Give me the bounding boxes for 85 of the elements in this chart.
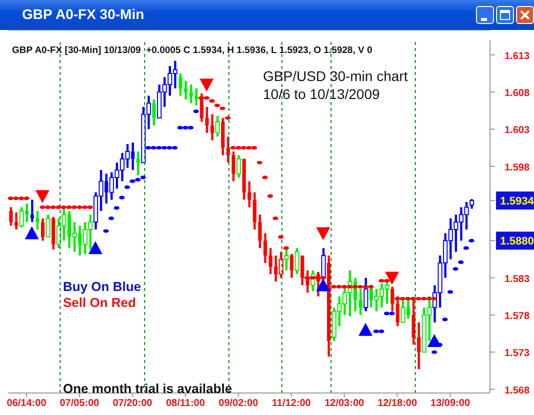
x-tick-label: 13/09:00 <box>430 398 470 410</box>
point <box>316 227 330 240</box>
point <box>156 146 162 150</box>
y-tick-label: 1.598 <box>504 162 530 174</box>
candlestick <box>9 206 13 227</box>
point <box>378 278 384 283</box>
point <box>368 284 374 289</box>
point <box>8 196 14 200</box>
candlestick <box>40 217 45 242</box>
point <box>362 284 368 289</box>
x-tick-label: 11/12:00 <box>272 398 312 410</box>
x-tick-label: 07/20:00 <box>112 398 153 410</box>
point <box>458 260 464 264</box>
point <box>60 205 66 210</box>
point <box>56 205 62 210</box>
point <box>358 322 373 336</box>
annotation: GBP/USD 30-min chart 10/6 to 10/13/2009 <box>263 68 408 103</box>
annotation: Buy On Blue <box>63 279 142 296</box>
point <box>88 241 102 254</box>
candlestick <box>236 154 242 179</box>
x-tick-label: 12/18:00 <box>378 398 418 410</box>
candlestick <box>248 180 252 208</box>
annotation: Sell On Red <box>63 295 136 312</box>
candlestick <box>30 198 34 224</box>
point <box>66 205 72 210</box>
x-tick-label: 06/14:00 <box>6 398 47 410</box>
point <box>35 190 50 204</box>
x-tick-label: 08/11:00 <box>166 398 206 410</box>
point <box>40 205 46 210</box>
y-tick-label: 1.578 <box>504 310 530 322</box>
candlestick <box>215 114 220 138</box>
point <box>385 272 400 285</box>
x-tick-label: 12/03:00 <box>324 398 365 410</box>
point <box>87 205 93 210</box>
point <box>13 196 19 200</box>
point <box>50 205 56 210</box>
point <box>24 196 30 200</box>
point <box>230 146 236 150</box>
point <box>336 284 342 289</box>
candlestick <box>210 113 214 142</box>
point <box>342 284 348 289</box>
candlestick <box>136 150 140 176</box>
point <box>346 284 352 289</box>
y-tick-label: 1.583 <box>504 274 530 285</box>
candlestick <box>294 246 300 276</box>
y-tick-label: 1.5934 <box>500 196 534 208</box>
point <box>200 78 214 92</box>
candlestick <box>232 150 236 182</box>
candlestick <box>46 214 50 238</box>
text: GBP A0-FX [30-Min] 10/13/09 +0.0005 C 1.5934, H 1.5936, L 1.5923, O 1.5928, V 0 <box>12 45 372 56</box>
annotation: One month trial is available <box>63 381 232 398</box>
point <box>146 146 152 150</box>
y-tick-label: 1.613 <box>504 50 530 62</box>
chart-title: GBP A0-FX 30-Min <box>22 6 144 22</box>
y-tick-label: 1.603 <box>504 125 530 136</box>
point <box>316 278 330 292</box>
candlestick <box>268 246 272 276</box>
candlestick <box>36 210 40 231</box>
point <box>76 205 82 210</box>
point <box>246 146 252 150</box>
candlestick <box>184 80 188 101</box>
candlestick <box>252 191 256 231</box>
point <box>172 146 178 150</box>
candlestick <box>194 87 198 106</box>
y-tick-label: 1.5880 <box>500 236 534 248</box>
candlestick <box>205 106 209 134</box>
y-tick-label: 1.568 <box>504 385 530 396</box>
x-tick-label: 07/05:00 <box>60 398 100 410</box>
point <box>150 146 156 150</box>
x-tick-label: 09/02:00 <box>218 398 259 410</box>
point <box>166 146 172 150</box>
candlestick <box>417 321 421 370</box>
candlestick <box>178 72 182 97</box>
point <box>352 284 358 289</box>
candlestick <box>189 83 193 104</box>
candlestick <box>263 232 268 264</box>
candlestick <box>14 211 18 231</box>
point <box>236 146 242 150</box>
y-tick-label: 1.573 <box>504 348 530 360</box>
point <box>82 205 88 210</box>
candlestick <box>258 214 262 250</box>
y-tick-label: 1.608 <box>504 88 530 100</box>
point <box>24 226 39 240</box>
candlestick <box>290 252 294 279</box>
candlestick <box>152 98 156 127</box>
